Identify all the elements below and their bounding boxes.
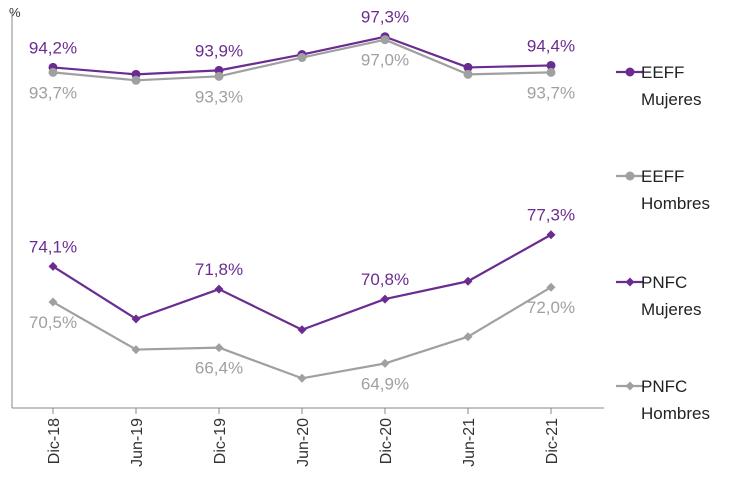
y-unit-label: % xyxy=(9,5,21,20)
x-tick-label: Dic-21 xyxy=(544,418,561,464)
series-1-point xyxy=(48,67,58,77)
series-3-point xyxy=(297,373,307,383)
series-1-point xyxy=(297,53,307,63)
series-2-data-label: 77,3% xyxy=(527,206,575,225)
series-3-point xyxy=(214,343,224,353)
series-0-data-label: 93,9% xyxy=(195,41,243,60)
x-tick-label: Dic-19 xyxy=(212,418,229,464)
series-0-data-label: 97,3% xyxy=(361,8,409,27)
series-line-2 xyxy=(52,233,552,331)
series-0-data-label: 94,4% xyxy=(527,36,575,55)
series-0-point xyxy=(546,60,556,70)
series-2-point xyxy=(48,261,58,271)
series-3-data-label: 72,0% xyxy=(527,298,575,317)
series-1-data-label: 93,7% xyxy=(527,83,575,102)
series-3-point xyxy=(48,297,58,307)
x-tick-label: Jun-19 xyxy=(129,418,146,467)
series-1-data-label: 93,3% xyxy=(195,87,243,106)
legend-label-1: Hombres xyxy=(641,194,710,213)
series-3-point xyxy=(131,345,141,355)
series-2-point xyxy=(380,294,390,304)
series-3-data-label: 66,4% xyxy=(195,359,243,378)
legend-label-3: Hombres xyxy=(641,404,710,423)
series-1-data-label: 93,7% xyxy=(29,83,77,102)
x-tick-label: Dic-20 xyxy=(378,418,395,464)
x-tick-label: Jun-21 xyxy=(461,418,478,467)
series-1-point xyxy=(546,67,556,77)
series-1-point xyxy=(131,75,141,85)
legend-label-1: EEFF xyxy=(641,167,684,186)
legend-marker-3 xyxy=(625,381,635,391)
legend-label-2: PNFC xyxy=(641,273,687,292)
series-2-point xyxy=(131,314,141,324)
series-1-data-label: 97,0% xyxy=(361,51,409,70)
legend-marker-1 xyxy=(625,171,635,181)
x-tick-label: Jun-20 xyxy=(295,418,312,467)
x-tick-label: Dic-18 xyxy=(46,418,63,464)
series-0-point xyxy=(463,62,473,72)
series-3-data-label: 70,5% xyxy=(29,313,77,332)
series-2-point xyxy=(546,230,556,240)
legend-label-0: Mujeres xyxy=(641,90,701,109)
series-3-point xyxy=(546,282,556,292)
legend-label-2: Mujeres xyxy=(641,300,701,319)
series-2-point xyxy=(214,284,224,294)
series-3-point xyxy=(380,358,390,368)
legend-label-3: PNFC xyxy=(641,377,687,396)
legend-label-0: EEFF xyxy=(641,63,684,82)
series-1-point xyxy=(214,71,224,81)
series-1-point xyxy=(463,69,473,79)
series-2-data-label: 71,8% xyxy=(195,260,243,279)
series-2-data-label: 70,8% xyxy=(361,270,409,289)
series-2-point xyxy=(463,276,473,286)
series-0-data-label: 94,2% xyxy=(29,38,77,57)
series-3-point xyxy=(463,332,473,342)
legend-marker-2 xyxy=(625,277,635,287)
series-1-point xyxy=(380,35,390,45)
series-3-data-label: 64,9% xyxy=(361,374,409,393)
series-2-data-label: 74,1% xyxy=(29,237,77,256)
series-2-point xyxy=(297,325,307,335)
legend-marker-0 xyxy=(625,67,635,77)
